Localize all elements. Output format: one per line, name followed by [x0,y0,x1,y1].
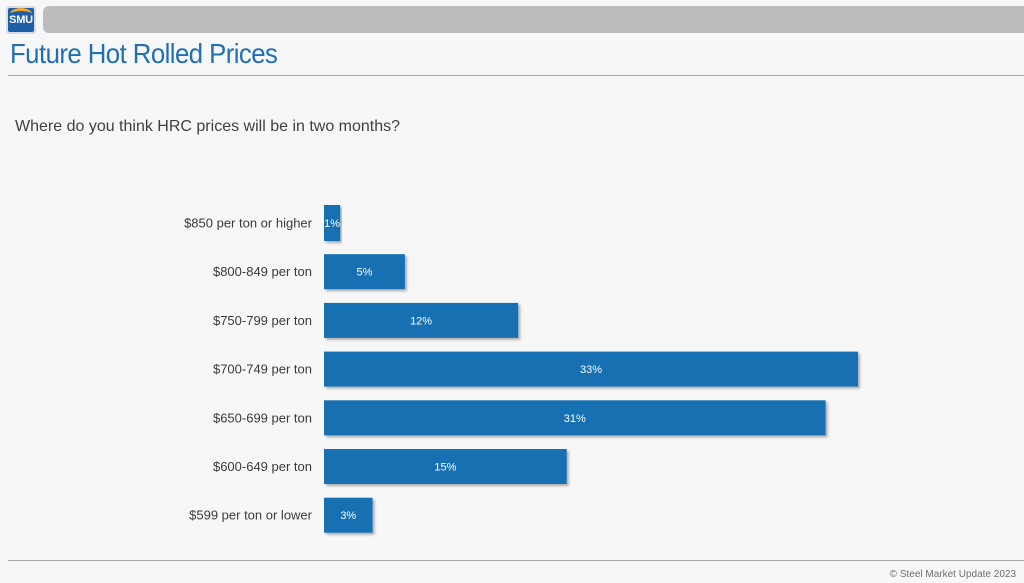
value-label-3: 33% [580,364,602,376]
category-label-6: $599 per ton or lower [189,508,313,523]
bar-6 [324,497,373,533]
chart-bars [324,205,858,533]
category-label-1: $800-849 per ton [213,264,312,279]
value-label-4: 31% [564,413,586,425]
value-label-1: 5% [357,267,373,279]
title-divider [8,75,1024,76]
category-label-4: $650-699 per ton [213,410,312,425]
bar-3 [324,351,858,387]
logo-text: SMU [9,14,33,26]
bar-2 [324,302,519,338]
bar-4 [324,400,826,436]
footer-divider [8,560,1024,561]
value-label-0: 1% [324,218,340,230]
category-label-0: $850 per ton or higher [184,216,313,231]
category-label-2: $750-799 per ton [213,313,312,328]
value-labels: 1% 5% 12% 33% 31% 15% 3% [324,218,602,522]
bar-5 [324,449,567,484]
survey-question: Where do you think HRC prices will be in… [15,118,401,135]
value-label-5: 15% [434,462,456,474]
category-labels: $850 per ton or higher $800-849 per ton $7… [184,216,313,523]
smu-logo: SMU [6,6,36,34]
bar-0 [324,205,341,241]
category-label-3: $700-749 per ton [213,362,312,377]
copyright-text: © Steel Market Update 2023 [889,569,1016,580]
category-label-5: $600-649 per ton [213,459,312,474]
value-label-2: 12% [410,315,432,327]
bar-1 [324,254,405,290]
value-label-6: 3% [340,510,356,522]
header-bar [43,6,1024,33]
page-title: Future Hot Rolled Prices [10,38,278,69]
logo-arc-icon [10,8,32,20]
